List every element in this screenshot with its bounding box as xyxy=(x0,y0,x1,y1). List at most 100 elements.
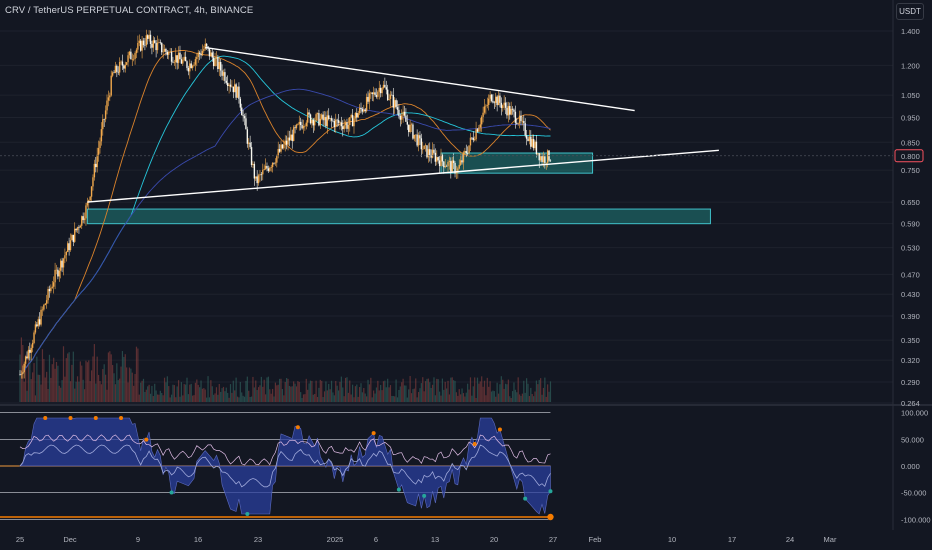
candle-body xyxy=(524,123,526,136)
volume-bar xyxy=(542,387,545,402)
volume-bar xyxy=(156,394,159,402)
osc-signal-dot xyxy=(68,416,73,420)
volume-bar xyxy=(51,364,53,402)
volume-bar xyxy=(81,365,83,402)
volume-bar xyxy=(25,354,27,402)
volume-bar xyxy=(135,346,138,402)
candle-body xyxy=(377,91,379,97)
volume-bar xyxy=(502,379,504,402)
volume-bar xyxy=(544,377,546,402)
candle-body xyxy=(107,97,110,101)
descending-trendline xyxy=(205,46,635,112)
candle-body xyxy=(45,300,48,304)
volume-bar xyxy=(27,354,30,402)
candle-body xyxy=(132,58,135,60)
candle-body xyxy=(285,140,288,145)
date-tick-label: 9 xyxy=(136,535,140,544)
candle-body xyxy=(468,145,470,154)
volume-bar xyxy=(55,362,58,402)
candle-body xyxy=(19,374,21,376)
price-tick-label: 1.050 xyxy=(901,91,920,100)
candle-body xyxy=(172,61,174,63)
candle-body xyxy=(281,144,284,149)
volume-bar xyxy=(447,380,449,402)
candle-body xyxy=(152,40,155,48)
candle-body xyxy=(96,154,98,168)
candle-body xyxy=(166,51,169,55)
candle-body xyxy=(20,373,23,375)
volume-bar xyxy=(431,384,434,402)
volume-bar xyxy=(514,389,516,402)
volume-bar xyxy=(229,384,232,402)
currency-button[interactable]: USDT xyxy=(896,3,924,20)
osc-tick-label: -50.000 xyxy=(901,489,926,498)
candle-body xyxy=(423,145,425,150)
candle-body xyxy=(469,137,472,146)
candle-body xyxy=(398,109,400,116)
volume-bar xyxy=(64,376,66,402)
candle-body xyxy=(363,109,365,112)
candle-body xyxy=(545,162,547,164)
volume-bar xyxy=(259,385,261,402)
volume-bar xyxy=(342,387,344,402)
candle-body xyxy=(253,163,256,179)
candle-body xyxy=(525,135,528,139)
date-tick-label: 16 xyxy=(194,535,202,544)
candle-body xyxy=(500,102,503,108)
volume-bar xyxy=(368,384,371,402)
candle-body xyxy=(277,149,279,156)
candle-body xyxy=(319,118,322,126)
current-price-badge xyxy=(894,149,924,163)
volume-bar xyxy=(245,380,247,402)
candle-body xyxy=(36,324,38,327)
candle-body xyxy=(255,176,257,179)
candle-body xyxy=(290,134,292,141)
candle-body xyxy=(534,141,536,149)
candle-body xyxy=(23,363,25,373)
volume-bar xyxy=(41,349,44,402)
volume-bar xyxy=(179,396,181,402)
volume-bar xyxy=(218,384,220,402)
candle-body xyxy=(403,111,406,116)
ema-long-line xyxy=(19,88,551,376)
volume-bar xyxy=(387,378,389,402)
candle-body xyxy=(141,40,143,51)
volume-bar xyxy=(490,391,493,402)
date-tick-label: 25 xyxy=(16,535,24,544)
volume-bar xyxy=(65,358,67,402)
volume-bar xyxy=(538,379,540,402)
trendline-layer xyxy=(0,46,893,203)
volume-bar xyxy=(410,393,413,402)
candle-body xyxy=(221,70,223,76)
candle-body xyxy=(158,42,160,43)
volume-bar xyxy=(148,384,150,402)
candle-body xyxy=(149,34,152,44)
candle-body xyxy=(106,100,108,111)
candle-body xyxy=(371,92,373,95)
candle-body xyxy=(465,151,467,154)
volume-bar xyxy=(175,397,177,402)
candle-body xyxy=(145,35,147,46)
volume-bar xyxy=(165,382,167,402)
candle-body xyxy=(61,260,63,268)
volume-bar xyxy=(269,389,271,402)
volume-bar xyxy=(169,397,171,402)
volume-bar xyxy=(335,380,337,402)
candle-body xyxy=(228,84,230,87)
volume-bar xyxy=(304,394,306,402)
volume-bar xyxy=(465,392,467,402)
volume-bar xyxy=(110,354,112,402)
candle-body xyxy=(489,94,491,99)
candle-body xyxy=(68,243,70,251)
volume-bar xyxy=(290,386,292,402)
candle-body xyxy=(222,72,225,76)
candle-body xyxy=(318,113,320,126)
volume-bar xyxy=(79,361,81,402)
candle-body xyxy=(535,141,538,155)
candle-body xyxy=(235,84,237,98)
volume-bar xyxy=(541,394,543,402)
candle-body xyxy=(502,105,504,108)
candle-body xyxy=(256,176,258,184)
volume-bar xyxy=(187,394,189,402)
price-tick-label: 0.950 xyxy=(901,113,920,122)
